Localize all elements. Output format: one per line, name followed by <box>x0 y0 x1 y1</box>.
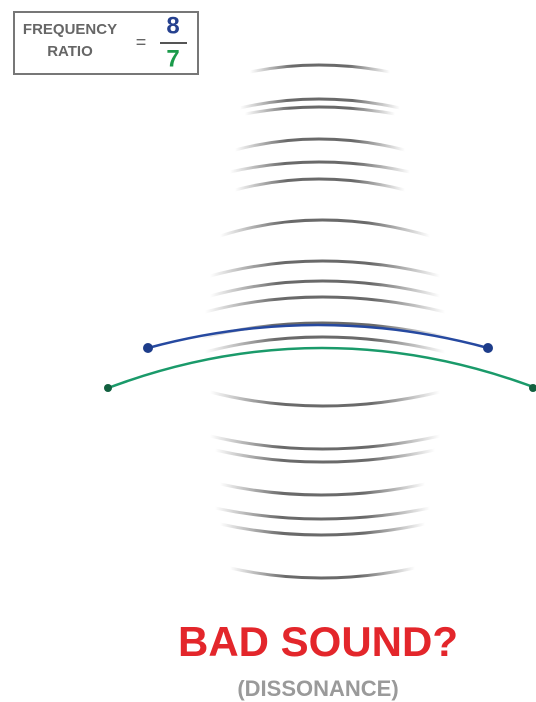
blue-endpoint <box>143 343 153 353</box>
caption-title: BAD SOUND? <box>178 618 458 665</box>
ratio-label: RATIO <box>47 43 93 60</box>
ratio-label: FREQUENCY <box>23 21 117 38</box>
numerator: 8 <box>166 12 179 39</box>
wave-arc <box>245 107 395 114</box>
wave-arc <box>220 484 425 495</box>
wave-arc <box>205 337 445 352</box>
denominator: 7 <box>166 45 179 72</box>
wave-arc <box>215 508 430 519</box>
wave-arc <box>220 220 430 236</box>
illustration: FREQUENCY RATIO = 8 7 BAD SOUND? <box>0 0 536 702</box>
wave-arc <box>230 162 410 172</box>
blue-endpoint <box>483 343 493 353</box>
wave-arc <box>220 524 425 535</box>
equals-sign: = <box>136 32 147 52</box>
green-string <box>108 348 536 388</box>
wave-arc <box>210 392 440 406</box>
wave-arc <box>235 179 405 190</box>
wave-arc <box>210 281 440 296</box>
wave-arc <box>250 65 390 72</box>
green-endpoint <box>104 384 112 392</box>
wave-arc <box>210 261 440 276</box>
wave-arc <box>205 297 445 312</box>
wave-arc <box>235 139 405 150</box>
wave-arc <box>230 568 415 578</box>
wave-arc <box>210 436 440 449</box>
strings <box>104 325 536 392</box>
caption-subtitle: (DISSONANCE) <box>237 676 398 701</box>
ratio-box: FREQUENCY RATIO = 8 7 <box>14 12 198 74</box>
sound-waves <box>200 65 450 578</box>
wave-arc <box>215 450 435 462</box>
